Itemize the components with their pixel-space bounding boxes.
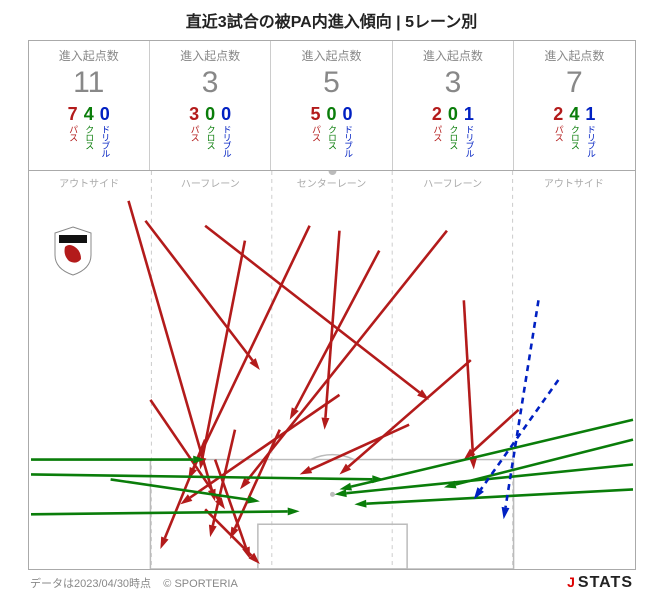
lane-stat-total: 3	[395, 66, 511, 99]
breakdown-value: 0クロス	[327, 105, 337, 157]
copyright: © SPORTERIA	[163, 578, 238, 590]
lane-stat-total: 3	[152, 66, 268, 99]
lane-breakdown: 7パス 4クロス 0ドリブル	[31, 105, 147, 157]
lane-stat-label: 進入起点数	[152, 47, 268, 64]
breakdown-label: パス	[432, 125, 441, 141]
pitch-area: アウトサイドハーフレーンセンターレーンハーフレーンアウトサイド	[28, 170, 636, 570]
breakdown-value: 0ドリブル	[100, 105, 110, 157]
breakdown-label: パス	[311, 125, 320, 141]
chart-title: 直近3試合の被PA内進入傾向 | 5レーン別	[28, 8, 636, 32]
lane-breakdown: 5パス 0クロス 0ドリブル	[273, 105, 389, 157]
breakdown-label: ドリブル	[100, 125, 109, 157]
breakdown-label: クロス	[448, 125, 457, 149]
breakdown-label: ドリブル	[343, 125, 352, 157]
breakdown-value: 3パス	[189, 105, 199, 157]
footer: データは2023/04/30時点 © SPORTERIA J STATS	[0, 570, 663, 592]
breakdown-label: クロス	[327, 125, 336, 149]
breakdown-label: クロス	[84, 125, 93, 149]
breakdown-value: 4クロス	[84, 105, 94, 157]
breakdown-label: パス	[554, 125, 563, 141]
breakdown-label: ドリブル	[222, 125, 231, 157]
pitch-svg	[29, 171, 635, 569]
lane-stat-total: 5	[273, 66, 389, 99]
stats-logo-text: STATS	[578, 574, 633, 591]
breakdown-value: 1ドリブル	[585, 105, 595, 157]
lane-stat: 進入起点数 5 5パス 0クロス 0ドリブル	[271, 41, 392, 170]
breakdown-label: パス	[68, 125, 77, 141]
breakdown-value: 0ドリブル	[221, 105, 231, 157]
breakdown-value: 5パス	[310, 105, 320, 157]
lane-stat-label: 進入起点数	[31, 47, 147, 64]
breakdown-value: 4クロス	[569, 105, 579, 157]
breakdown-value: 2パス	[553, 105, 563, 157]
breakdown-label: パス	[190, 125, 199, 141]
lane-stats-row: 進入起点数117パス4クロス0ドリブル進入起点数33パス0クロス0ドリブル進入起…	[28, 40, 636, 170]
lane-stat: 進入起点数 7 2パス 4クロス 1ドリブル	[514, 41, 634, 170]
breakdown-label: ドリブル	[464, 125, 473, 157]
breakdown-label: クロス	[570, 125, 579, 149]
lane-stat: 進入起点数 3 2パス 0クロス 1ドリブル	[393, 41, 514, 170]
breakdown-value: 2パス	[432, 105, 442, 157]
breakdown-value: 1ドリブル	[464, 105, 474, 157]
breakdown-value: 7パス	[68, 105, 78, 157]
stats-logo: J STATS	[567, 574, 633, 592]
lane-stat-total: 11	[31, 66, 147, 99]
breakdown-value: 0クロス	[205, 105, 215, 157]
breakdown-label: クロス	[206, 125, 215, 149]
lane-stat-total: 7	[516, 66, 632, 99]
data-timestamp: データは2023/04/30時点	[30, 578, 151, 590]
lane-stat: 進入起点数 11 7パス 4クロス 0ドリブル	[29, 41, 150, 170]
breakdown-value: 0ドリブル	[343, 105, 353, 157]
breakdown-label: ドリブル	[586, 125, 595, 157]
lane-breakdown: 2パス 0クロス 1ドリブル	[395, 105, 511, 157]
lane-stat-label: 進入起点数	[273, 47, 389, 64]
lane-breakdown: 3パス 0クロス 0ドリブル	[152, 105, 268, 157]
stats-logo-j: J	[567, 574, 575, 590]
lane-stat-label: 進入起点数	[395, 47, 511, 64]
lane-breakdown: 2パス 4クロス 1ドリブル	[516, 105, 632, 157]
lane-stat: 進入起点数 3 3パス 0クロス 0ドリブル	[150, 41, 271, 170]
lane-stat-label: 進入起点数	[516, 47, 632, 64]
breakdown-value: 0クロス	[448, 105, 458, 157]
